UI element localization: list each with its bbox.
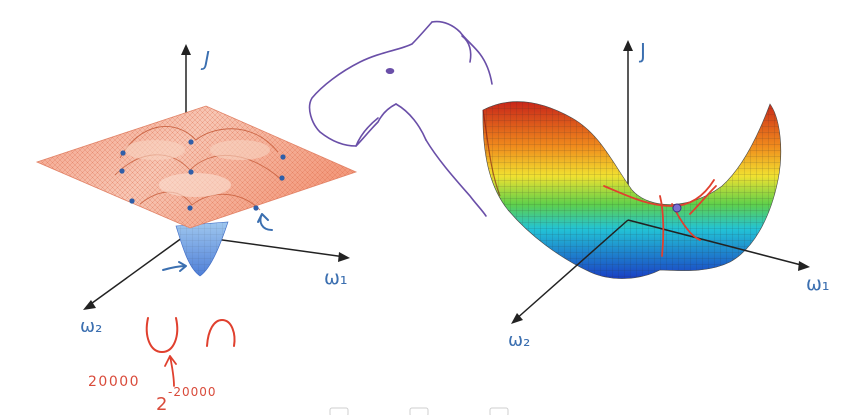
right-w1-axis-arrow	[798, 261, 810, 271]
left-local-optima-dots	[119, 139, 286, 211]
right-w2-axis-label: ω₂	[508, 330, 530, 351]
right-plot: J ω₁ ω₂	[482, 39, 830, 351]
left-j-axis-arrow	[181, 44, 191, 55]
left-arrow-to-optimum	[257, 213, 273, 231]
left-w2-axis-label: ω₂	[80, 316, 102, 337]
right-j-axis-arrow	[623, 40, 633, 51]
right-w1-axis	[627, 219, 806, 267]
right-j-axis-label: J	[638, 39, 646, 63]
left-arrow-to-well	[162, 261, 187, 272]
red-arrow-to-cup	[164, 355, 177, 387]
power-base-label: 2	[156, 394, 167, 415]
left-w1-axis-label: ω₁	[324, 267, 348, 289]
red-annotations: 20000 2 -20000	[88, 317, 236, 415]
left-w2-axis	[87, 234, 187, 307]
concave-cap-sketch	[206, 318, 236, 347]
left-w2-axis-arrow	[83, 300, 96, 310]
left-w1-axis-arrow	[338, 252, 350, 262]
horse-sketch	[308, 20, 493, 217]
right-w1-axis-label: ω₁	[806, 273, 830, 295]
convex-cup-sketch	[145, 317, 179, 354]
bottom-toolbar-hint	[329, 407, 509, 415]
power-exponent-label: -20000	[168, 385, 217, 399]
value-20000-label: 20000	[88, 374, 140, 390]
left-j-axis-label: J	[200, 47, 210, 71]
right-w2-axis	[514, 219, 629, 321]
saddle-point-dot	[672, 203, 682, 213]
left-plot: J ω₁ ω₂	[35, 44, 358, 337]
right-w2-axis-arrow	[511, 313, 523, 324]
